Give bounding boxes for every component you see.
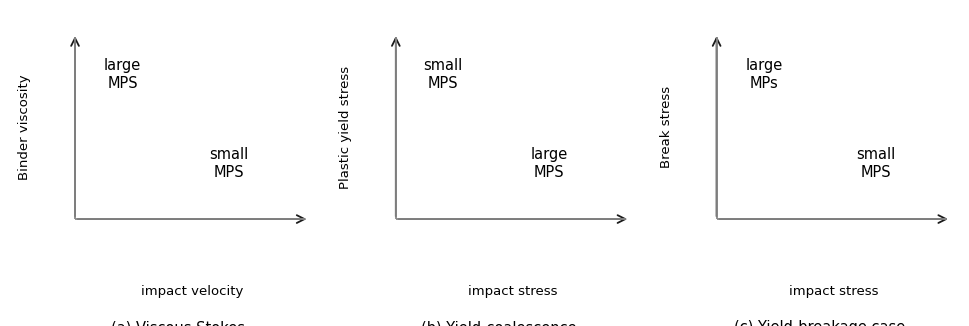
Text: large
MPS: large MPS xyxy=(104,57,141,91)
Text: impact velocity: impact velocity xyxy=(141,285,243,298)
Text: small
MPS: small MPS xyxy=(423,57,463,91)
Text: (c) Yield-breakage case: (c) Yield-breakage case xyxy=(735,320,905,326)
Text: Break stress: Break stress xyxy=(660,86,672,169)
Text: (b) Yield-coalescence: (b) Yield-coalescence xyxy=(422,320,577,326)
Text: small
MPS: small MPS xyxy=(209,147,248,180)
Text: impact stress: impact stress xyxy=(789,285,879,298)
Text: large
MPS: large MPS xyxy=(531,147,568,180)
Text: large
MPs: large MPs xyxy=(745,57,783,91)
Text: impact stress: impact stress xyxy=(468,285,558,298)
Text: small
MPS: small MPS xyxy=(856,147,895,180)
Text: Plastic yield stress: Plastic yield stress xyxy=(339,66,352,189)
Text: Binder viscosity: Binder viscosity xyxy=(18,75,31,180)
Text: (a) Viscous Stokes: (a) Viscous Stokes xyxy=(111,320,245,326)
